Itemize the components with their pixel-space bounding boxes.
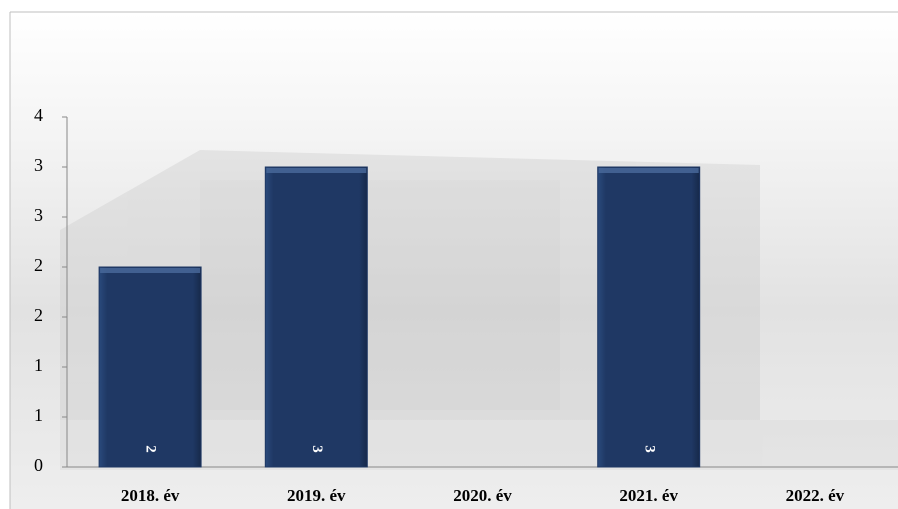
- y-tick-label: 3: [34, 205, 43, 225]
- value-label: 2: [143, 445, 159, 453]
- x-tick-label: 2020. év: [453, 486, 512, 505]
- bar: [597, 166, 701, 468]
- bar: [98, 266, 202, 468]
- bar-bevel: [266, 168, 367, 173]
- y-tick-label: 2: [34, 255, 43, 275]
- y-tick-label: 1: [34, 405, 43, 425]
- y-tick-label: 1: [34, 355, 43, 375]
- value-label: 3: [641, 445, 657, 453]
- y-tick-label: 4: [34, 105, 43, 125]
- y-tick-label: 2: [34, 305, 43, 325]
- background-photo: [60, 150, 898, 470]
- x-tick-label: 2019. év: [287, 486, 346, 505]
- bar-bevel: [598, 168, 699, 173]
- bar-bevel: [100, 268, 201, 273]
- x-tick-label: 2022. év: [786, 486, 845, 505]
- x-tick-label: 2021. év: [619, 486, 678, 505]
- y-tick-label: 3: [34, 155, 43, 175]
- value-label: 3: [309, 445, 325, 453]
- x-tick-label: 2018. év: [121, 486, 180, 505]
- bar: [264, 166, 368, 468]
- y-tick-label: 0: [34, 455, 43, 475]
